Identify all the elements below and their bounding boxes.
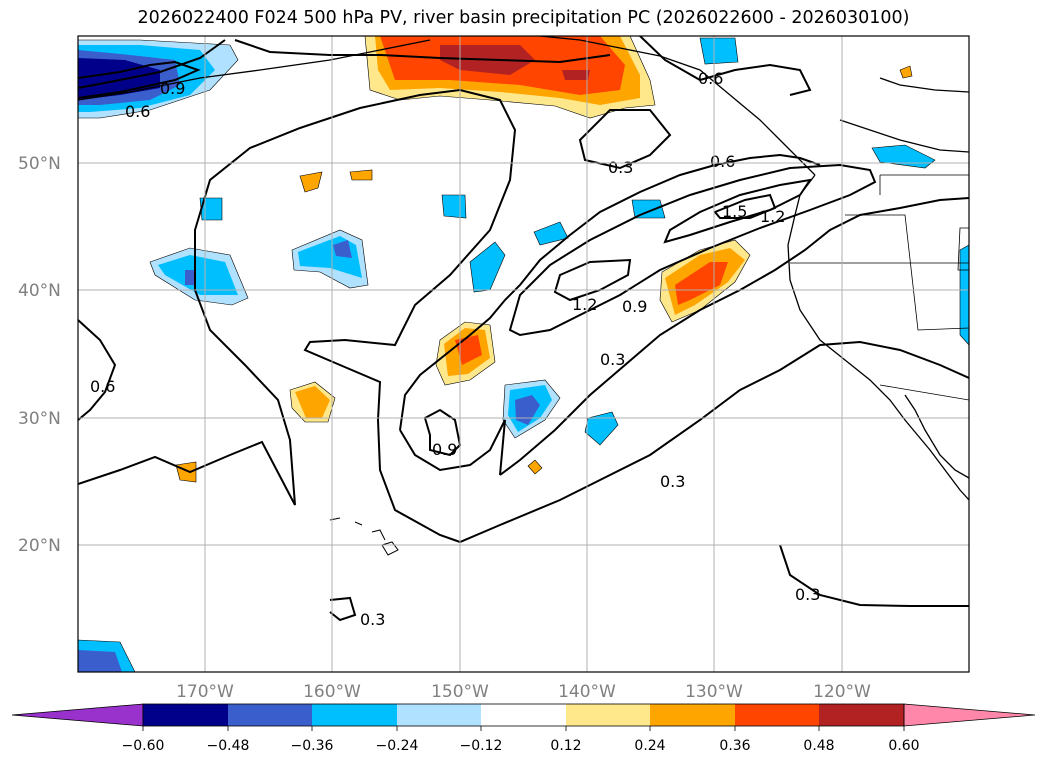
colorbar-bin [650, 704, 735, 726]
contour-0.9-nw [78, 60, 201, 99]
contour-label: 0.3 [608, 158, 633, 177]
contour-0.6-ak2 [234, 39, 611, 64]
colorbar-high-extend [903, 703, 1036, 727]
negative-anomaly-coast [959, 244, 969, 346]
contour-label: 0.3 [795, 585, 820, 604]
map-frame [77, 35, 970, 673]
colorbar-tick-label: 0.36 [719, 738, 750, 754]
contour-label: 0.6 [698, 69, 723, 88]
contour-1.2 [553, 258, 632, 302]
lon-label: 140°W [558, 682, 616, 702]
contour-labels: 0.9 0.6 0.6 0.3 0.6 1.5 1.2 1.2 0.9 0.3 … [90, 69, 820, 629]
colorbar-tick-label: −0.12 [460, 738, 503, 754]
positive-anomaly-small3 [175, 461, 197, 483]
contour-label: 0.9 [622, 297, 647, 316]
latitude-labels: 50°N 40°N 30°N 20°N [18, 154, 61, 556]
negative-anomaly-small3 [469, 241, 506, 293]
positive-anomaly-small2 [349, 169, 373, 181]
positive-anomaly-small4 [527, 459, 543, 475]
colorbar-bin [566, 704, 650, 726]
map-background [78, 36, 969, 672]
colorbar-bin [397, 704, 481, 726]
contour-label: 0.3 [600, 350, 625, 369]
contour-label: 1.2 [572, 295, 597, 314]
contour-label: 0.3 [360, 610, 385, 629]
contour-0.9-main [508, 163, 877, 337]
gridlines [78, 36, 969, 672]
negative-anomaly-small6 [584, 411, 619, 446]
baja-california [904, 394, 969, 479]
colorbar-tick-label: −0.60 [122, 738, 165, 754]
negative-anomaly-small2 [441, 194, 467, 219]
contour-label: 0.9 [432, 440, 457, 459]
contour-1.5 [713, 193, 777, 219]
colorbar-tick-label: −0.36 [291, 738, 334, 754]
lon-label: 170°W [176, 682, 234, 702]
longitude-labels: 170°W 160°W 150°W 140°W 130°W 120°W [176, 682, 871, 702]
colorbar-tick-label: 0.24 [634, 738, 665, 754]
contour-label: 0.6 [710, 152, 735, 171]
negative-anomaly-small4 [533, 221, 569, 246]
contour-1.2-east [663, 178, 813, 244]
colorbar: −0.60 −0.48 −0.36 −0.24 −0.12 0.12 0.24 … [11, 703, 1036, 754]
contour-label: 0.6 [125, 102, 150, 121]
lat-label: 50°N [18, 154, 61, 174]
colorbar-low-extend [11, 703, 144, 727]
alaska-peninsula [78, 39, 431, 101]
contour-0.6-jet-north [399, 153, 821, 431]
colorbar-bin [143, 704, 228, 726]
colorbar-bin [228, 704, 312, 726]
coastlines [78, 36, 969, 501]
contour-label: 1.5 [722, 202, 747, 221]
colorbar-tick-label: −0.48 [207, 738, 250, 754]
contour-label: 0.6 [90, 377, 115, 396]
positive-anomaly-small5 [899, 65, 913, 79]
lon-label: 130°W [685, 682, 743, 702]
colorbar-tick-label: 0.48 [803, 738, 834, 754]
lon-label: 120°W [813, 682, 871, 702]
colorbar-bin [481, 704, 566, 726]
contour-0.3-south [779, 544, 969, 607]
negative-anomaly-ne [871, 144, 936, 169]
contour-0.6-loop [399, 419, 506, 476]
colorbar-bin [735, 704, 819, 726]
canada-coast [787, 174, 969, 501]
country-borders [790, 174, 969, 401]
lat-label: 40°N [18, 281, 61, 301]
lat-label: 20°N [18, 536, 61, 556]
colorbar-bin [819, 704, 904, 726]
negative-anomaly-small5 [631, 199, 666, 219]
positive-anomaly-small1 [299, 171, 323, 193]
contour-0.6-west [78, 319, 117, 421]
lon-label: 150°W [431, 682, 489, 702]
contour-0.3-outer [78, 88, 969, 544]
contour-label: 1.2 [760, 207, 785, 226]
map-title: 2026022400 F024 500 hPa PV, river basin … [137, 8, 910, 28]
colorbar-tick-label: 0.60 [888, 738, 919, 754]
negative-anomaly-top [699, 37, 739, 65]
alaska-coast [539, 36, 816, 176]
colorbar-tick-label: 0.12 [550, 738, 581, 754]
contour-0.6-ak [639, 36, 812, 96]
contour-label: 0.3 [660, 472, 685, 491]
contour-0.3-hawaii [329, 596, 357, 622]
lon-label: 160°W [303, 682, 361, 702]
colorbar-tick-label: −0.24 [376, 738, 419, 754]
lat-label: 30°N [18, 409, 61, 429]
contour-0.6-nw [78, 39, 226, 89]
contour-0.3-north [578, 109, 672, 170]
colorbar-bin [312, 704, 397, 726]
contour-0.9-jet [423, 408, 462, 457]
contour-label: 0.9 [160, 79, 185, 98]
